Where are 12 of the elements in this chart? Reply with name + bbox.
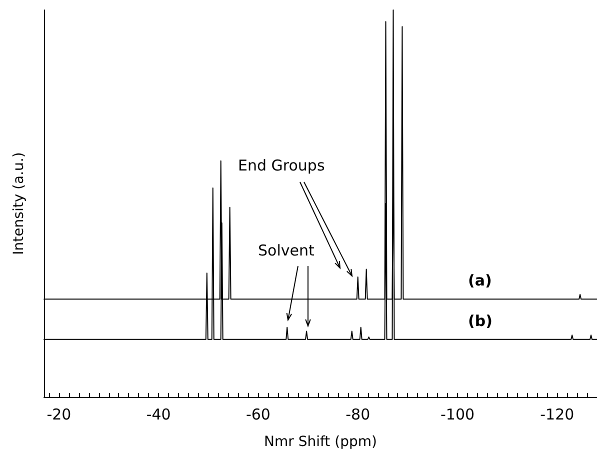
x-tick-label: -80 (346, 406, 370, 424)
x-tick-label: -20 (46, 406, 72, 424)
x-tick-label: -120 (540, 406, 574, 424)
x-axis-title: Nmr Shift (ppm) (264, 434, 377, 450)
x-tick-label: -100 (440, 406, 475, 424)
series-label: (a) (468, 272, 492, 290)
series-label: (b) (468, 312, 492, 330)
x-tick-label: -60 (246, 406, 270, 424)
annotation: Solvent (258, 242, 314, 260)
y-axis-title: Intensity (a.u.) (11, 152, 27, 255)
annotation: End Groups (238, 156, 325, 174)
x-tick-label: -40 (146, 406, 171, 424)
